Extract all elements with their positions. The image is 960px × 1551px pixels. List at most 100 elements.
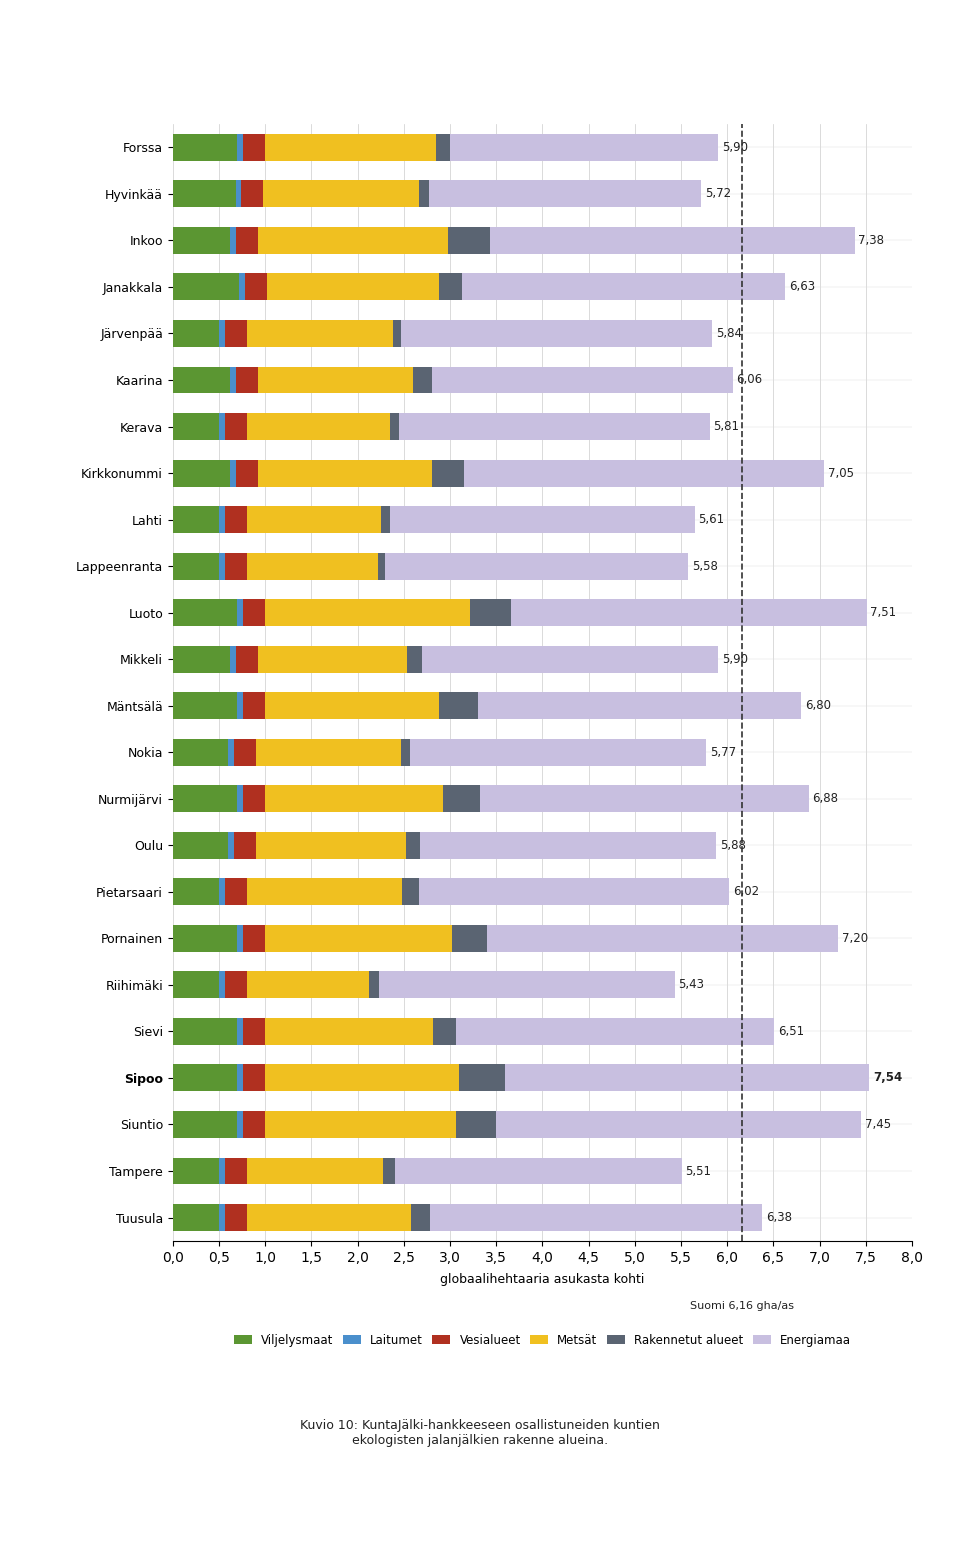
Bar bbox=[258, 645, 407, 673]
Text: 7,54: 7,54 bbox=[874, 1072, 902, 1084]
Text: 5,81: 5,81 bbox=[713, 420, 739, 433]
Bar bbox=[478, 692, 802, 720]
Bar bbox=[263, 180, 419, 208]
Bar bbox=[173, 1157, 219, 1185]
Bar bbox=[399, 413, 709, 440]
Text: 7,05: 7,05 bbox=[828, 467, 853, 479]
Bar bbox=[245, 273, 267, 301]
Bar bbox=[258, 366, 413, 394]
Bar bbox=[385, 552, 688, 580]
Bar bbox=[173, 971, 219, 999]
Bar bbox=[450, 133, 718, 161]
Bar bbox=[247, 413, 390, 440]
Text: 6,38: 6,38 bbox=[766, 1211, 792, 1224]
Bar bbox=[225, 878, 247, 906]
Bar bbox=[243, 785, 265, 813]
Bar bbox=[267, 273, 439, 301]
Text: 5,51: 5,51 bbox=[685, 1165, 711, 1177]
Bar bbox=[422, 645, 718, 673]
Bar bbox=[487, 924, 838, 952]
Bar bbox=[265, 1017, 433, 1045]
Bar bbox=[413, 366, 431, 394]
Text: 5,43: 5,43 bbox=[678, 979, 705, 991]
Bar bbox=[235, 366, 258, 394]
Bar bbox=[225, 320, 247, 347]
Bar bbox=[505, 1064, 870, 1092]
Bar bbox=[219, 1204, 225, 1231]
Bar bbox=[173, 459, 230, 487]
Bar bbox=[243, 133, 265, 161]
Bar bbox=[369, 971, 379, 999]
Bar bbox=[237, 692, 243, 720]
Text: 7,45: 7,45 bbox=[865, 1118, 891, 1131]
Bar bbox=[470, 599, 511, 627]
Bar bbox=[173, 1017, 237, 1045]
Text: 5,58: 5,58 bbox=[692, 560, 718, 572]
Bar bbox=[247, 1204, 411, 1231]
Bar bbox=[265, 785, 443, 813]
Bar bbox=[490, 226, 854, 254]
Bar bbox=[390, 413, 399, 440]
Legend: Viljelysmaat, Laitumet, Vesialueet, Metsät, Rakennetut alueet, Energiamaa: Viljelysmaat, Laitumet, Vesialueet, Mets… bbox=[234, 1334, 851, 1346]
Text: 6,63: 6,63 bbox=[789, 281, 815, 293]
Bar bbox=[225, 1204, 247, 1231]
Bar bbox=[173, 1064, 237, 1092]
Text: K U N T A J Ä L K I 2 0 1 0 : S I P O O: K U N T A J Ä L K I 2 0 1 0 : S I P O O bbox=[434, 25, 756, 45]
Bar bbox=[234, 831, 256, 859]
Bar bbox=[173, 133, 237, 161]
Bar bbox=[173, 1204, 219, 1231]
Text: 5,72: 5,72 bbox=[705, 188, 732, 200]
Text: 5,84: 5,84 bbox=[716, 327, 742, 340]
Bar bbox=[265, 924, 452, 952]
Bar bbox=[173, 599, 237, 627]
Bar bbox=[173, 226, 230, 254]
Bar bbox=[256, 831, 406, 859]
Bar bbox=[173, 692, 237, 720]
Bar bbox=[173, 413, 219, 440]
Bar bbox=[230, 645, 235, 673]
Text: Suomi 6,16 gha/as: Suomi 6,16 gha/as bbox=[690, 1301, 794, 1311]
Bar bbox=[448, 226, 490, 254]
Bar bbox=[247, 552, 378, 580]
Bar bbox=[173, 831, 228, 859]
Text: 6,51: 6,51 bbox=[778, 1025, 804, 1038]
Bar bbox=[430, 1204, 762, 1231]
Text: Kuvio 10: KuntaJälki-hankkeeseen osallistuneiden kuntien
ekologisten jalanjälkie: Kuvio 10: KuntaJälki-hankkeeseen osallis… bbox=[300, 1419, 660, 1447]
Bar bbox=[436, 133, 450, 161]
Bar bbox=[247, 506, 381, 534]
Bar bbox=[439, 273, 462, 301]
Bar bbox=[407, 645, 422, 673]
Bar bbox=[462, 273, 785, 301]
Bar bbox=[237, 1064, 243, 1092]
Bar bbox=[235, 459, 258, 487]
Bar bbox=[239, 273, 245, 301]
Bar bbox=[173, 738, 228, 766]
Bar bbox=[247, 971, 369, 999]
Bar bbox=[243, 1111, 265, 1138]
Bar bbox=[265, 692, 439, 720]
Text: 5,77: 5,77 bbox=[709, 746, 735, 758]
Bar bbox=[390, 506, 695, 534]
Text: 6,02: 6,02 bbox=[732, 886, 758, 898]
Bar bbox=[247, 1157, 383, 1185]
Bar bbox=[235, 226, 258, 254]
Bar bbox=[225, 506, 247, 534]
Bar bbox=[173, 506, 219, 534]
Bar bbox=[396, 1157, 682, 1185]
Bar bbox=[265, 599, 470, 627]
Bar bbox=[173, 878, 219, 906]
Bar bbox=[237, 785, 243, 813]
Bar bbox=[481, 785, 808, 813]
Bar bbox=[420, 831, 716, 859]
Bar bbox=[225, 413, 247, 440]
Bar bbox=[406, 831, 420, 859]
Text: 6,06: 6,06 bbox=[736, 374, 762, 386]
Bar bbox=[243, 1017, 265, 1045]
Bar bbox=[431, 459, 464, 487]
Bar bbox=[256, 738, 401, 766]
Text: 5,90: 5,90 bbox=[722, 141, 748, 154]
Text: 6,80: 6,80 bbox=[804, 700, 830, 712]
Bar bbox=[173, 924, 237, 952]
Bar bbox=[496, 1111, 861, 1138]
Bar bbox=[219, 320, 225, 347]
